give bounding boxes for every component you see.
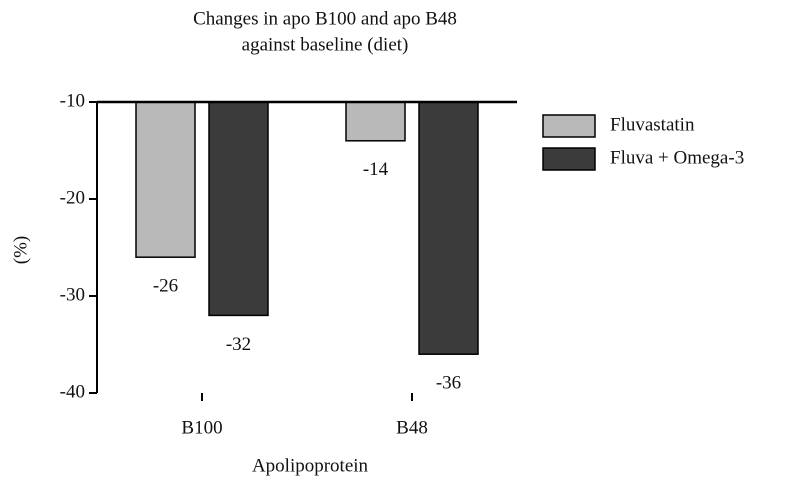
legend-label: Fluvastatin (610, 114, 695, 135)
x-tick-label: B48 (396, 417, 428, 438)
bar (208, 101, 269, 317)
x-axis-label: Apolipoprotein (252, 455, 369, 476)
bar (345, 101, 406, 142)
legend-label: Fluva + Omega-3 (610, 147, 744, 168)
bar (418, 101, 479, 355)
legend-swatch (542, 114, 596, 138)
y-tick-label: -40 (60, 381, 85, 402)
legend-swatch (542, 147, 596, 171)
y-tick-label: -20 (60, 187, 85, 208)
chart-title: Changes in apo B100 and apo B48 (193, 8, 457, 29)
x-tick-label: B100 (181, 417, 222, 438)
value-label: -32 (226, 334, 251, 355)
value-label: -26 (153, 276, 178, 297)
y-axis-label: (%) (10, 236, 31, 264)
y-tick-label: -10 (60, 90, 85, 111)
y-tick-label: -30 (60, 284, 85, 305)
bar (135, 101, 196, 258)
chart-title: against baseline (diet) (242, 34, 409, 55)
value-label: -14 (363, 159, 389, 180)
value-label: -36 (436, 373, 461, 394)
